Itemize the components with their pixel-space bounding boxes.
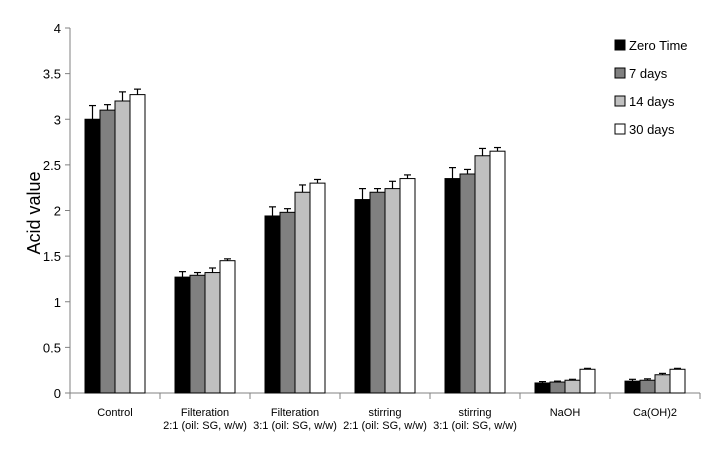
x-category-label: stirring	[368, 407, 401, 419]
bar	[489, 150, 506, 394]
bar	[84, 118, 101, 394]
x-category-label: Filteration	[271, 407, 319, 419]
bar	[669, 368, 686, 394]
bar	[624, 380, 641, 394]
x-category-label: NaOH	[550, 407, 581, 419]
y-tick-label: 2	[54, 204, 61, 219]
bar	[219, 260, 236, 394]
bar	[384, 188, 401, 394]
bar	[399, 178, 416, 394]
bar	[204, 272, 221, 394]
bar	[354, 199, 371, 394]
bars	[84, 88, 686, 394]
x-category-label: stirring	[458, 407, 491, 419]
bar	[579, 368, 596, 394]
y-tick-label: 3.5	[43, 67, 61, 82]
bar	[279, 211, 296, 394]
legend-label: 14 days	[629, 94, 675, 109]
x-category-label: 2:1 (oil: SG, w/w)	[343, 420, 427, 432]
x-category-label: 3:1 (oil: SG, w/w)	[433, 420, 517, 432]
bar	[309, 182, 326, 394]
x-category-label: 2:1 (oil: SG, w/w)	[163, 420, 247, 432]
x-category-label: Control	[97, 407, 132, 419]
legend-label: Zero Time	[629, 38, 688, 53]
bar	[174, 276, 191, 394]
x-category-label: Filteration	[181, 407, 229, 419]
y-tick-label: 2.5	[43, 158, 61, 173]
x-category-label: Ca(OH)2	[633, 407, 677, 419]
y-tick-label: 4	[54, 21, 61, 36]
bar	[99, 109, 116, 394]
bar	[459, 173, 476, 394]
bar	[444, 178, 461, 394]
bar	[129, 94, 146, 394]
bar	[654, 374, 671, 394]
bar	[369, 191, 386, 394]
y-tick-label: 1.5	[43, 249, 61, 264]
x-category-label: 3:1 (oil: SG, w/w)	[253, 420, 337, 432]
y-axis-label: Acid value	[24, 171, 44, 254]
legend-label: 30 days	[629, 122, 675, 137]
legend-label: 7 days	[629, 66, 668, 81]
bar	[639, 379, 656, 394]
bar	[294, 191, 311, 394]
bar	[549, 381, 566, 394]
legend-swatch	[614, 123, 626, 135]
legend: Zero Time 7 days 14 days 30 days	[614, 38, 688, 137]
legend-swatch	[614, 39, 626, 51]
bar	[264, 215, 281, 394]
bar	[534, 382, 551, 394]
bar	[189, 274, 206, 394]
legend-swatch	[614, 95, 626, 107]
legend-swatch	[614, 67, 626, 79]
y-tick-label: 3	[54, 112, 61, 127]
bar	[114, 100, 131, 394]
y-tick-label: 0.5	[43, 340, 61, 355]
bar	[564, 379, 581, 394]
bar	[474, 155, 491, 394]
y-tick-label: 0	[54, 386, 61, 401]
y-tick-label: 1	[54, 295, 61, 310]
